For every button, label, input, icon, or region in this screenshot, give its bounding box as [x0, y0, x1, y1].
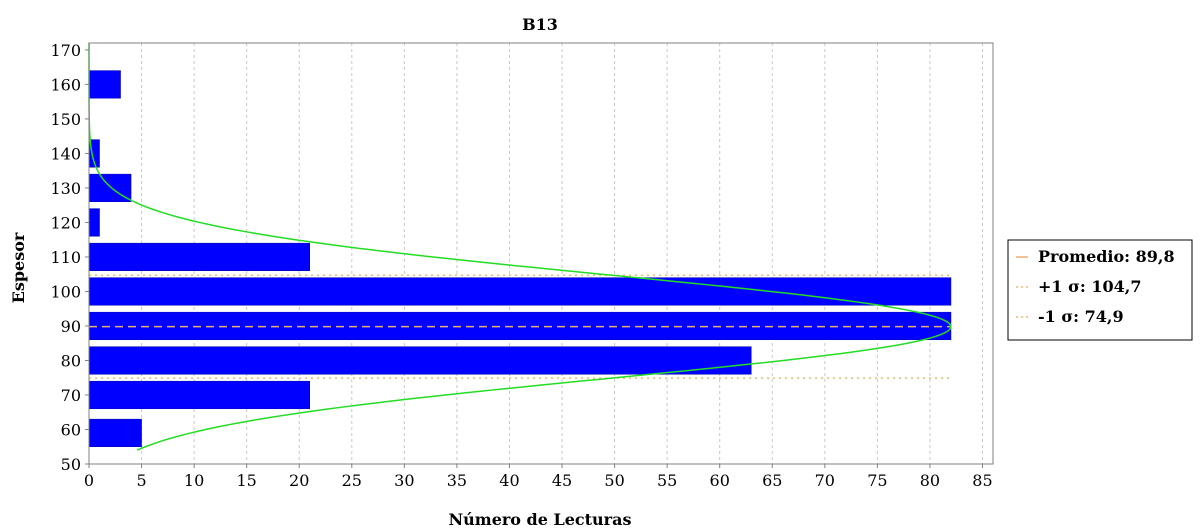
legend: Promedio: 89,8 +1 σ: 104,7 -1 σ: 74,9 [1007, 239, 1193, 341]
x-tick-label: 85 [972, 471, 992, 490]
bar [88, 346, 752, 375]
legend-label: +1 σ: 104,7 [1038, 277, 1141, 296]
bar [88, 277, 952, 306]
x-tick-label: 10 [184, 471, 204, 490]
x-tick-label: 60 [710, 471, 730, 490]
bar [88, 208, 100, 237]
y-tick-label: 140 [50, 144, 81, 163]
x-tick-label: 40 [499, 471, 519, 490]
y-tick-label: 120 [50, 213, 81, 232]
x-tick-label: 50 [604, 471, 624, 490]
bar [88, 242, 310, 272]
x-tick-label: 35 [447, 471, 467, 490]
legend-box [1007, 239, 1193, 341]
bar [88, 70, 121, 99]
y-tick-label: 90 [61, 317, 81, 336]
y-tick-label: 170 [50, 41, 81, 60]
x-tick-label: 15 [236, 471, 256, 490]
legend-label: -1 σ: 74,9 [1038, 307, 1124, 326]
y-tick-label: 60 [61, 420, 81, 439]
x-tick-label: 20 [289, 471, 309, 490]
legend-label: Promedio: 89,8 [1038, 247, 1175, 266]
x-tick-label: 70 [815, 471, 835, 490]
y-axis-label: Espesor [9, 232, 28, 303]
y-tick-label: 110 [50, 248, 81, 267]
x-tick-label: 30 [394, 471, 414, 490]
plot-frame [88, 42, 994, 465]
x-axis: 0 5 10 15 20 25 30 35 40 45 50 55 60 65 70 75 80 85 [84, 464, 993, 490]
y-tick-label: 70 [61, 386, 81, 405]
y-tick-label: 80 [61, 351, 81, 370]
y-tick-label: 50 [61, 455, 81, 474]
x-axis-label: Número de Lecturas [449, 510, 632, 529]
y-tick-label: 150 [50, 110, 81, 129]
reference-lines [89, 274, 951, 379]
x-tick-label: 80 [920, 471, 940, 490]
x-tick-label: 0 [84, 471, 94, 490]
y-axis: 50 60 70 80 90 100 110 120 130 140 150 160 170 [50, 41, 89, 474]
x-tick-label: 5 [136, 471, 146, 490]
bar [88, 380, 310, 410]
chart-title: B13 [522, 15, 558, 34]
x-tick-label: 25 [342, 471, 362, 490]
x-tick-label: 65 [762, 471, 782, 490]
bar [88, 418, 142, 447]
x-tick-label: 45 [552, 471, 572, 490]
x-tick-label: 55 [657, 471, 677, 490]
y-tick-label: 130 [50, 179, 81, 198]
x-tick-label: 75 [867, 471, 887, 490]
y-tick-label: 100 [50, 282, 81, 301]
y-tick-label: 160 [50, 75, 81, 94]
bars [88, 70, 952, 447]
